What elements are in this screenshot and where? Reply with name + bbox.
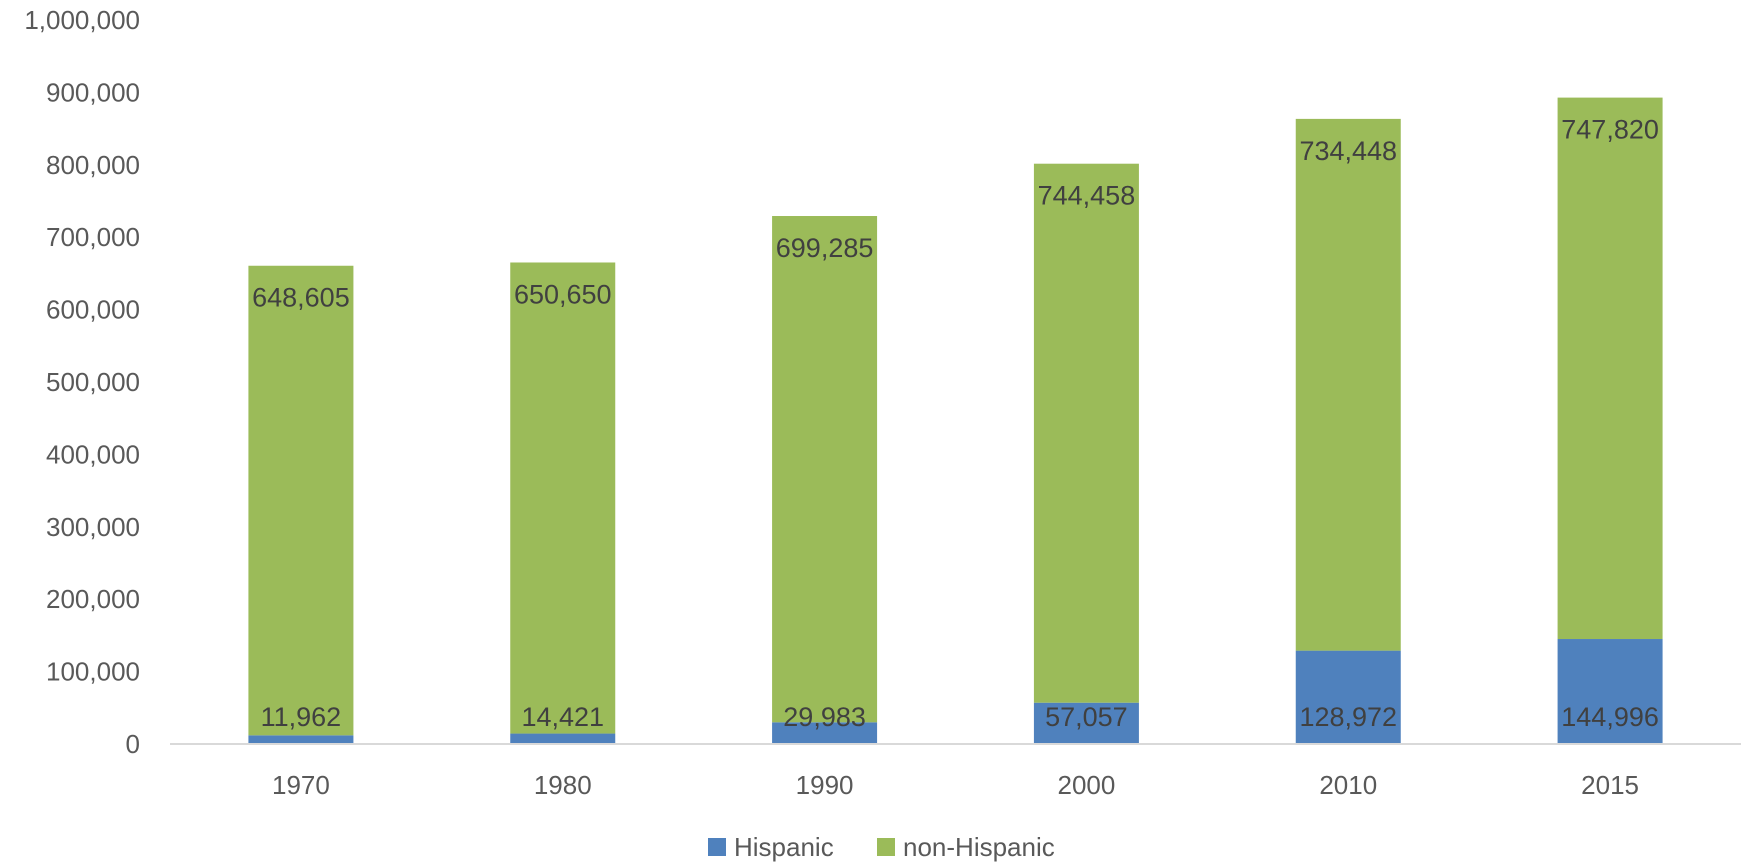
data-label-hispanic-1970: 11,962 <box>261 702 342 732</box>
bar-non-hispanic-1970 <box>248 265 354 736</box>
x-tick-label: 1970 <box>272 770 330 800</box>
y-tick-label: 800,000 <box>46 150 140 180</box>
y-tick-label: 1,000,000 <box>24 5 140 35</box>
y-axis: 0 100,000 200,000 300,000 400,000 500,000 600,… <box>24 5 140 759</box>
bar-non-hispanic-2010 <box>1295 118 1401 651</box>
bar-hispanic-2015 <box>1557 639 1663 744</box>
bar-non-hispanic-2000 <box>1033 163 1139 703</box>
legend-swatch-hispanic <box>708 838 726 856</box>
x-tick-label: 1990 <box>796 770 854 800</box>
bar-hispanic-2010 <box>1295 650 1401 744</box>
legend-label-non-hispanic: non-Hispanic <box>903 832 1055 862</box>
bar-hispanic-2000 <box>1033 702 1139 744</box>
data-label-non-hispanic-2015: 747,820 <box>1561 115 1659 145</box>
y-tick-label: 0 <box>126 729 140 759</box>
legend: Hispanic non-Hispanic <box>708 832 1055 862</box>
bar-hispanic-1980 <box>510 733 616 744</box>
bars <box>248 97 1663 744</box>
data-label-hispanic-1990: 29,983 <box>783 702 866 732</box>
data-label-non-hispanic-2010: 734,448 <box>1299 136 1397 166</box>
x-axis: 1970 1980 1990 2000 2010 2015 <box>170 743 1741 800</box>
data-label-non-hispanic-1970: 648,605 <box>252 283 350 313</box>
legend-label-hispanic: Hispanic <box>734 832 834 862</box>
bar-data-labels: 11,962 648,605 14,421 650,650 29,983 699,285 5… <box>252 115 1659 732</box>
bar-hispanic-1970 <box>248 735 354 744</box>
y-tick-label: 300,000 <box>46 512 140 542</box>
data-label-non-hispanic-1990: 699,285 <box>776 233 874 263</box>
y-tick-label: 100,000 <box>46 657 140 687</box>
y-tick-label: 200,000 <box>46 584 140 614</box>
y-tick-label: 600,000 <box>46 295 140 325</box>
bar-non-hispanic-1980 <box>510 262 616 734</box>
x-tick-label: 1980 <box>534 770 592 800</box>
data-label-hispanic-2000: 57,057 <box>1045 702 1128 732</box>
bar-non-hispanic-2015 <box>1557 97 1663 640</box>
bar-non-hispanic-1990 <box>772 216 878 723</box>
x-tick-label: 2000 <box>1057 770 1115 800</box>
y-tick-label: 700,000 <box>46 222 140 252</box>
data-label-non-hispanic-1980: 650,650 <box>514 279 612 309</box>
data-label-hispanic-1980: 14,421 <box>521 702 604 732</box>
data-label-non-hispanic-2000: 744,458 <box>1038 181 1136 211</box>
y-tick-label: 900,000 <box>46 77 140 107</box>
x-tick-label: 2010 <box>1319 770 1377 800</box>
legend-swatch-non-hispanic <box>877 838 895 856</box>
data-label-hispanic-2010: 128,972 <box>1299 702 1397 732</box>
data-label-hispanic-2015: 144,996 <box>1561 702 1659 732</box>
y-tick-label: 400,000 <box>46 439 140 469</box>
y-tick-label: 500,000 <box>46 367 140 397</box>
x-tick-label: 2015 <box>1581 770 1639 800</box>
bar-hispanic-1990 <box>772 722 878 744</box>
